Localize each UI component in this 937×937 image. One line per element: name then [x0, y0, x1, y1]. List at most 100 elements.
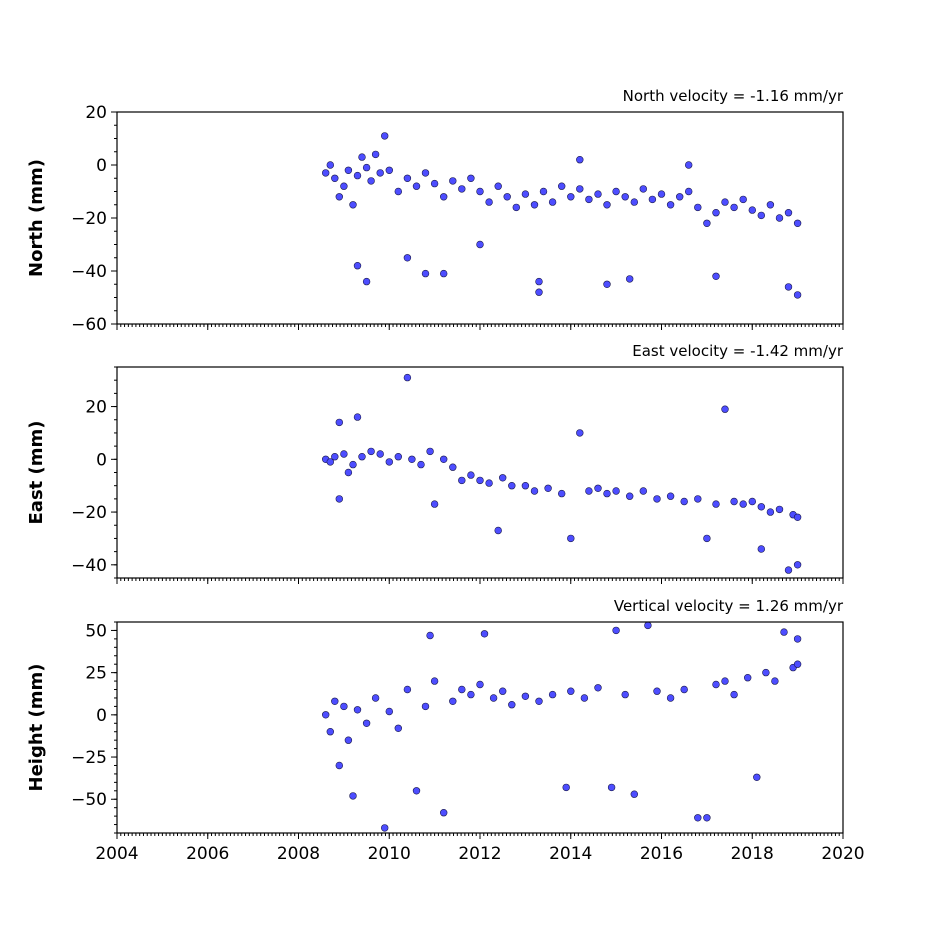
- east-data-point: [576, 429, 584, 437]
- north-data-point: [326, 161, 334, 169]
- east-data-point: [403, 373, 412, 382]
- height-velocity-title: Vertical velocity = 1.26 mm/yr: [614, 597, 844, 615]
- east-data-point: [739, 500, 747, 508]
- east-data-point: [544, 484, 552, 492]
- north-data-point: [712, 209, 720, 217]
- height-data-point: [467, 690, 475, 699]
- height-data-point: [449, 697, 457, 705]
- height-data-point: [489, 694, 498, 702]
- north-data-point: [358, 153, 366, 161]
- xtick-label: 2012: [458, 844, 501, 864]
- north-data-point: [322, 169, 330, 177]
- east-data-point: [499, 474, 507, 482]
- north-data-point: [712, 272, 720, 280]
- north-data-point: [539, 187, 548, 196]
- east-data-point: [585, 487, 593, 495]
- north-data-point: [340, 182, 348, 190]
- north-data-point: [476, 240, 484, 249]
- east-points: [322, 373, 802, 574]
- east-data-point: [721, 405, 729, 413]
- north-data-point: [621, 193, 629, 201]
- height-data-point: [458, 685, 466, 694]
- height-axes-frame: [116, 621, 844, 834]
- height-data-point: [535, 697, 543, 705]
- north-data-point: [784, 209, 793, 217]
- north-ytick-label: 0: [96, 156, 107, 176]
- xtick-label: 2008: [277, 844, 320, 864]
- xtick-label: 2018: [731, 844, 774, 864]
- east-data-point: [376, 450, 384, 458]
- north-data-point: [730, 203, 738, 212]
- north-data-point: [557, 182, 566, 190]
- east-data-point: [730, 497, 738, 506]
- north-data-point: [412, 182, 421, 190]
- height-data-point: [721, 677, 729, 685]
- height-data-point: [508, 700, 516, 709]
- east-data-point: [766, 508, 775, 516]
- east-data-point: [603, 489, 611, 498]
- north-data-point: [449, 177, 457, 185]
- height-data-point: [349, 792, 357, 800]
- height-data-point: [385, 707, 393, 716]
- north-data-point: [353, 262, 362, 270]
- east-data-point: [458, 476, 466, 485]
- north-data-point: [371, 150, 380, 159]
- height-data-point: [653, 687, 661, 695]
- north-data-point: [784, 283, 793, 291]
- height-data-point: [353, 706, 362, 714]
- north-velocity-title: North velocity = -1.16 mm/yr: [623, 87, 844, 105]
- north-data-point: [567, 193, 575, 201]
- height-data-point: [344, 736, 353, 744]
- north-data-point: [344, 166, 353, 175]
- height-data-point: [612, 626, 620, 635]
- north-data-point: [576, 156, 584, 164]
- east-data-point: [494, 526, 502, 535]
- north-data-point: [739, 195, 747, 204]
- north-data-point: [421, 169, 430, 177]
- north-ytick-label: −60: [71, 315, 107, 335]
- north-data-point: [385, 166, 393, 175]
- north-data-point: [793, 291, 802, 299]
- east-data-point: [508, 482, 516, 490]
- north-data-point: [530, 201, 539, 209]
- north-data-point: [353, 171, 362, 180]
- height-data-point: [607, 783, 616, 792]
- xtick-label: 2014: [549, 844, 592, 864]
- height-data-point: [730, 690, 738, 699]
- height-data-point: [480, 630, 489, 638]
- east-data-point: [757, 503, 765, 511]
- east-data-point: [793, 513, 802, 521]
- height-data-point: [644, 621, 652, 630]
- height-data-point: [521, 692, 530, 700]
- height-ylabel: Height (mm): [26, 664, 47, 792]
- east-data-point: [567, 534, 575, 543]
- height-data-point: [362, 719, 371, 727]
- height-data-point: [780, 628, 788, 636]
- height-data-point: [743, 673, 752, 682]
- north-data-point: [535, 277, 543, 286]
- height-points: [322, 621, 802, 832]
- east-data-point: [594, 484, 602, 492]
- east-data-point: [639, 487, 647, 495]
- height-data-point: [403, 685, 412, 694]
- east-data-point: [612, 487, 620, 495]
- north-data-point: [394, 187, 402, 196]
- north-data-point: [603, 280, 611, 288]
- height-data-point: [394, 724, 402, 732]
- north-data-point: [535, 288, 543, 296]
- east-ytick-label: 20: [85, 398, 107, 418]
- east-data-point: [358, 453, 366, 461]
- xtick-label: 2010: [368, 844, 411, 864]
- north-data-point: [421, 269, 430, 278]
- height-data-point: [476, 680, 484, 689]
- height-data-point: [371, 694, 380, 702]
- height-ytick-label: −50: [71, 790, 107, 810]
- xtick-label: 2004: [95, 844, 138, 864]
- east-data-point: [653, 495, 661, 503]
- east-data-point: [344, 468, 353, 477]
- north-data-point: [494, 182, 502, 190]
- north-data-point: [335, 193, 343, 201]
- height-data-point: [331, 697, 339, 705]
- north-data-point: [684, 161, 693, 169]
